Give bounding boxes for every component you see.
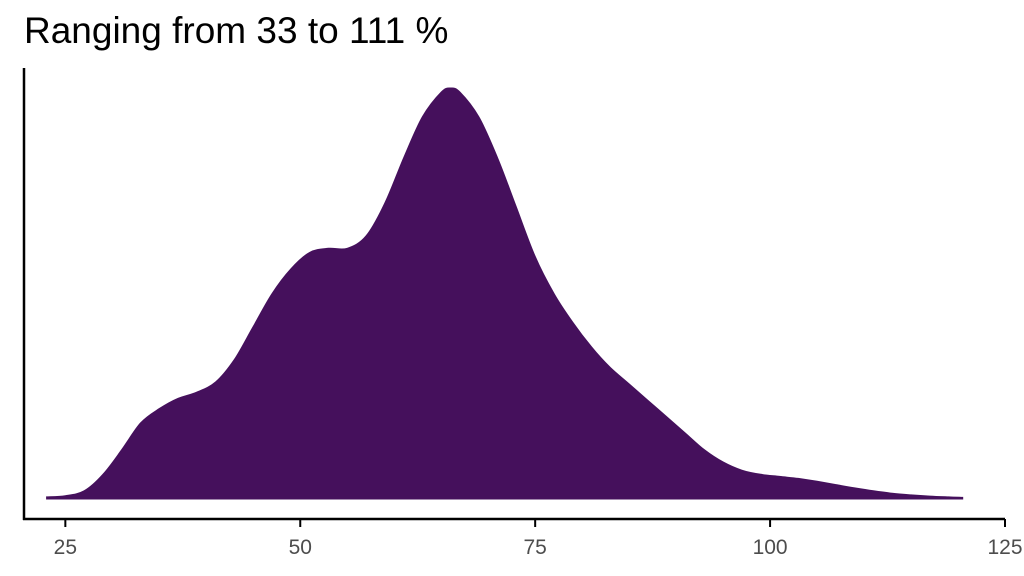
x-tick-label-50: 50 [289, 536, 312, 559]
chart-title: Ranging from 33 to 111 % [24, 10, 449, 51]
x-tick-label-125: 125 [987, 536, 1022, 559]
x-tick-label-75: 75 [523, 536, 546, 559]
density-area [46, 87, 964, 500]
plot-area [46, 87, 964, 500]
x-tick-label-100: 100 [753, 536, 788, 559]
x-tick-label-25: 25 [54, 536, 77, 559]
x-axis-ticks: 25 50 75 100 125 [54, 519, 1023, 559]
